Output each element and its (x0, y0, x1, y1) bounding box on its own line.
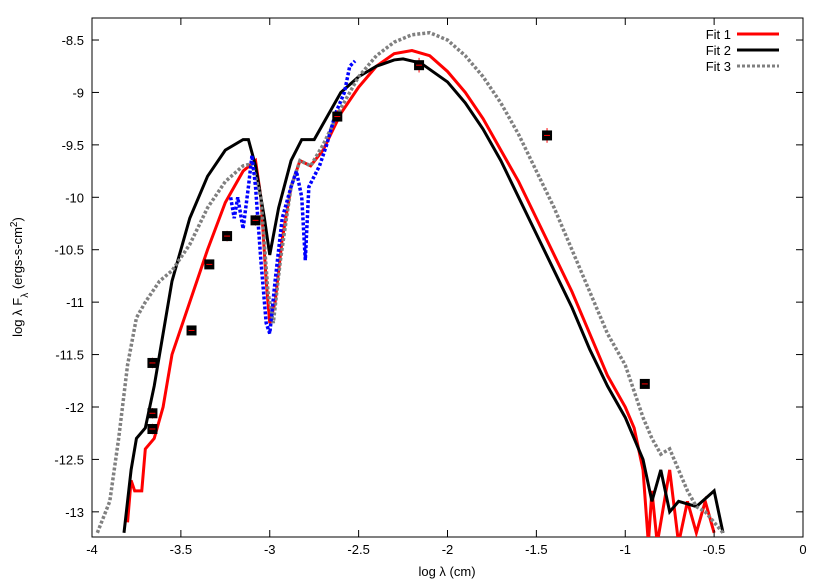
legend-label: Fit 2 (706, 43, 731, 58)
y-label-sub: λ (20, 293, 31, 298)
x-tick-label: 0 (799, 542, 806, 557)
x-tick-label: -3.5 (170, 542, 192, 557)
series-line (228, 59, 357, 335)
x-tick-label: -2.5 (347, 542, 369, 557)
y-label-sup: 2 (9, 221, 20, 227)
y-tick-label: -8.5 (62, 33, 84, 48)
y-label-part: ) (10, 217, 25, 221)
x-tick-label: -3 (264, 542, 276, 557)
legend-label: Fit 3 (706, 59, 731, 74)
x-tick-label: -0.5 (703, 542, 725, 557)
y-label-part: (ergs-s-cm (10, 227, 25, 293)
x-tick-label: -1.5 (525, 542, 547, 557)
y-tick-label: -11 (66, 295, 84, 310)
y-tick-label: -12 (65, 400, 84, 415)
y-tick-label: -13 (65, 505, 84, 520)
x-axis-label: log λ (cm) (418, 564, 475, 579)
y-axis-label: log λ Fλ (ergs-s-cm2) (9, 217, 31, 337)
series-line (122, 57, 725, 534)
legend-label: Fit 1 (706, 27, 731, 42)
y-label-part: log λ F (10, 298, 25, 337)
y-tick-label: -10.5 (54, 243, 84, 258)
y-tick-label: -11.5 (55, 348, 84, 363)
x-tick-label: -1 (619, 542, 631, 557)
y-tick-label: -12.5 (54, 452, 84, 467)
x-tick-label: -4 (86, 542, 98, 557)
y-tick-label: -9.5 (62, 138, 84, 153)
y-tick-label: -9 (72, 85, 84, 100)
series-line (126, 48, 716, 537)
x-tick-label: -2 (442, 542, 454, 557)
plot-area (95, 30, 725, 537)
series-line (95, 30, 725, 534)
y-tick-label: -10 (65, 190, 84, 205)
